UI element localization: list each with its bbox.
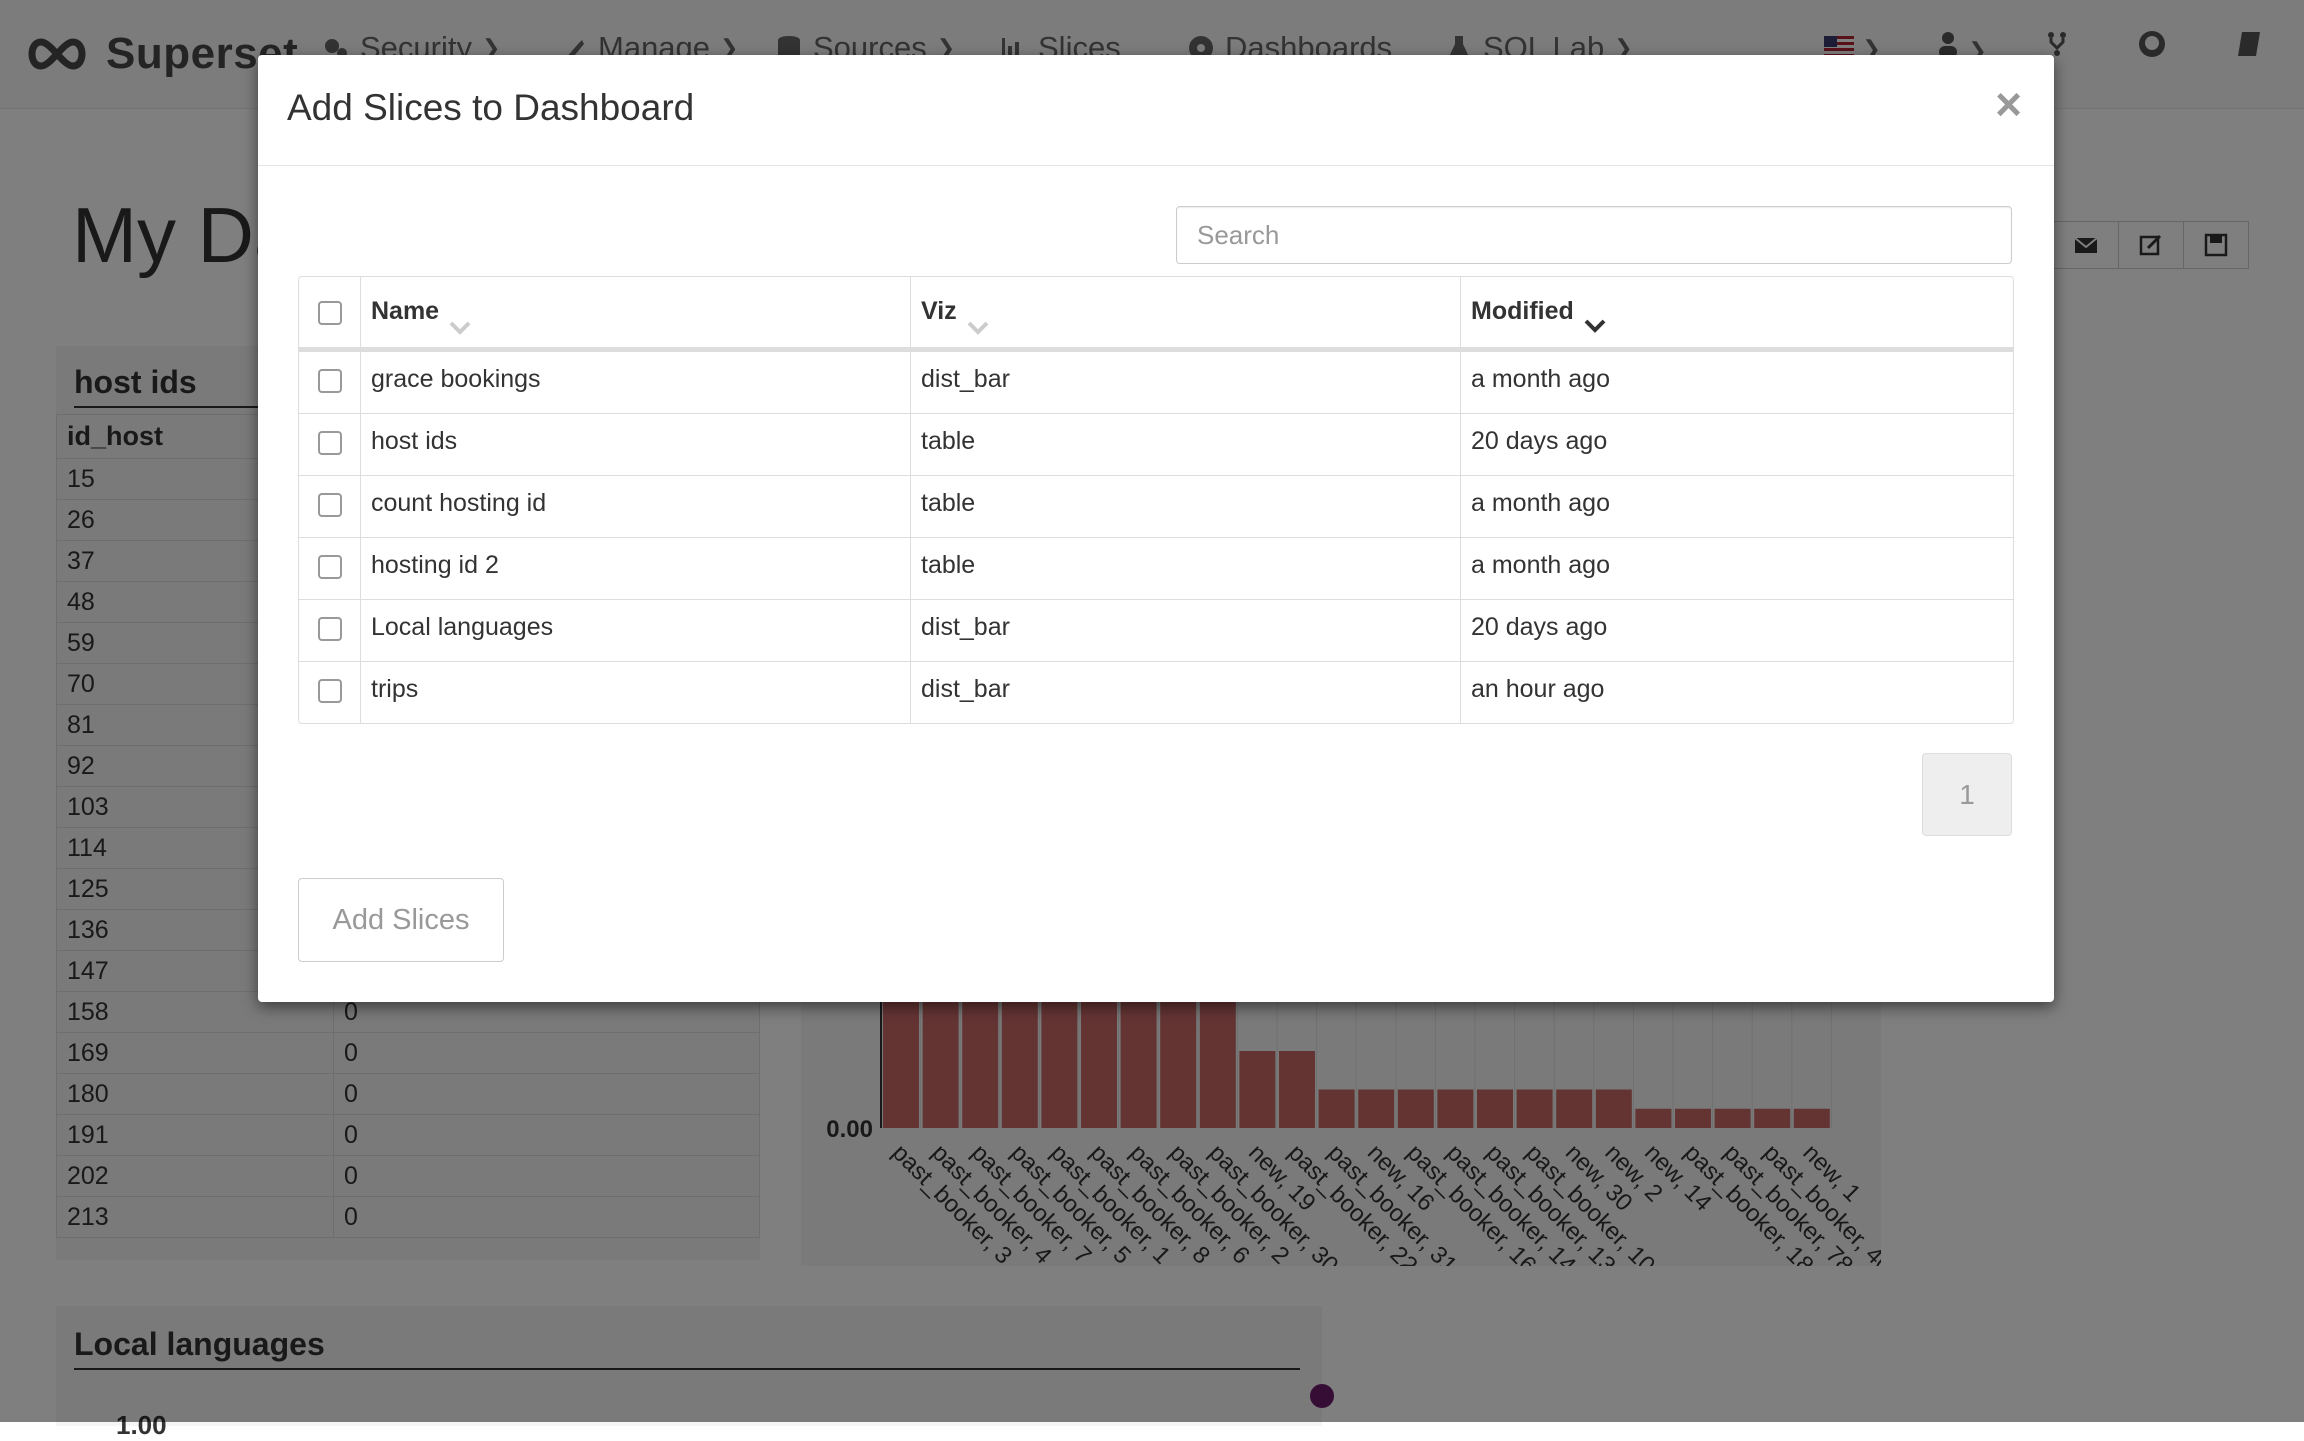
table-header: Name Viz Modified (299, 277, 2013, 351)
modified-cell: an hour ago (1460, 662, 2013, 723)
modified-cell: 20 days ago (1460, 600, 2013, 661)
sort-desc-icon (1584, 319, 1606, 333)
column-label: Name (371, 297, 440, 325)
select-all-cell (299, 277, 360, 347)
add-slices-button[interactable]: Add Slices (298, 878, 504, 962)
row-checkbox[interactable] (317, 555, 342, 579)
modified-cell: a month ago (1460, 538, 2013, 599)
modal-title: Add Slices to Dashboard (287, 87, 695, 128)
search-input[interactable] (1176, 206, 2012, 264)
column-label: Viz (921, 297, 957, 325)
table-row[interactable]: Local languages dist_bar 20 days ago (299, 599, 2013, 661)
slice-name-cell: Local languages (360, 600, 910, 661)
modified-cell: a month ago (1460, 476, 2013, 537)
row-checkbox[interactable] (317, 617, 342, 641)
slice-name-cell: grace bookings (360, 352, 910, 413)
viz-type-cell: table (910, 476, 1460, 537)
row-select-cell (299, 600, 360, 661)
viz-type-cell: table (910, 414, 1460, 475)
row-checkbox[interactable] (317, 431, 342, 455)
table-body: grace bookings dist_bar a month ago host id… (299, 351, 2013, 723)
slice-name-cell: hosting id 2 (360, 538, 910, 599)
modal-header: Add Slices to Dashboard × (258, 55, 2054, 166)
row-checkbox[interactable] (317, 493, 342, 517)
column-header-modified[interactable]: Modified (1460, 277, 2013, 347)
slices-table: Name Viz Modified grace bookings dist_bar… (298, 276, 2014, 724)
table-row[interactable]: grace bookings dist_bar a month ago (299, 351, 2013, 413)
slice-name-cell: count hosting id (360, 476, 910, 537)
select-all-checkbox[interactable] (317, 301, 342, 325)
table-row[interactable]: host ids table 20 days ago (299, 413, 2013, 475)
table-row[interactable]: hosting id 2 table a month ago (299, 537, 2013, 599)
slice-name-cell: host ids (360, 414, 910, 475)
modified-cell: 20 days ago (1460, 414, 2013, 475)
row-select-cell (299, 538, 360, 599)
close-icon[interactable]: × (1995, 78, 2022, 130)
row-select-cell (299, 352, 360, 413)
row-select-cell (299, 476, 360, 537)
row-checkbox[interactable] (317, 679, 342, 703)
slice-name-cell: trips (360, 662, 910, 723)
viz-type-cell: table (910, 538, 1460, 599)
modified-cell: a month ago (1460, 352, 2013, 413)
pagination-page[interactable]: 1 (1922, 753, 2012, 836)
sort-icon (967, 321, 989, 335)
column-header-viz[interactable]: Viz (910, 277, 1460, 347)
row-select-cell (299, 414, 360, 475)
table-row[interactable]: trips dist_bar an hour ago (299, 661, 2013, 723)
row-checkbox[interactable] (317, 369, 342, 393)
row-select-cell (299, 662, 360, 723)
viz-type-cell: dist_bar (910, 600, 1460, 661)
column-label: Modified (1471, 297, 1574, 325)
viz-type-cell: dist_bar (910, 352, 1460, 413)
column-header-name[interactable]: Name (360, 277, 910, 347)
viz-type-cell: dist_bar (910, 662, 1460, 723)
sort-icon (449, 321, 471, 335)
table-row[interactable]: count hosting id table a month ago (299, 475, 2013, 537)
add-slices-modal: Add Slices to Dashboard × Name Viz Modif… (258, 55, 2054, 1002)
